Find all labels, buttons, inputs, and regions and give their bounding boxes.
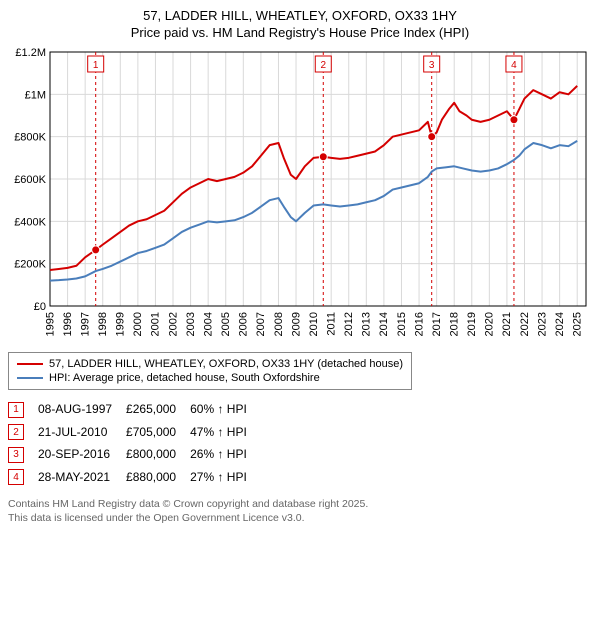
- chart-legend: 57, LADDER HILL, WHEATLEY, OXFORD, OX33 …: [8, 352, 412, 390]
- svg-text:2001: 2001: [150, 312, 162, 336]
- svg-text:2004: 2004: [202, 312, 214, 336]
- svg-text:2018: 2018: [448, 312, 460, 336]
- svg-text:2019: 2019: [466, 312, 478, 336]
- svg-text:2017: 2017: [431, 312, 443, 336]
- license-footer: Contains HM Land Registry data © Crown c…: [8, 498, 592, 525]
- svg-text:£800K: £800K: [14, 132, 46, 144]
- svg-text:2009: 2009: [290, 312, 302, 336]
- svg-text:£400K: £400K: [14, 216, 46, 228]
- sale-date: 08-AUG-1997: [38, 398, 126, 421]
- sale-date: 20-SEP-2016: [38, 443, 126, 466]
- table-row: 1 08-AUG-1997£265,00060% ↑ HPI: [8, 398, 261, 421]
- sale-marker: 4: [8, 469, 24, 485]
- svg-text:2016: 2016: [413, 312, 425, 336]
- sale-delta: 47% ↑ HPI: [190, 421, 261, 444]
- svg-text:2021: 2021: [501, 312, 513, 336]
- table-row: 4 28-MAY-2021£880,00027% ↑ HPI: [8, 466, 261, 489]
- legend-label: HPI: Average price, detached house, Sout…: [49, 372, 320, 384]
- sale-delta: 27% ↑ HPI: [190, 466, 261, 489]
- svg-text:2006: 2006: [238, 312, 250, 336]
- svg-text:£1.2M: £1.2M: [15, 47, 46, 59]
- sale-date: 28-MAY-2021: [38, 466, 126, 489]
- svg-text:1998: 1998: [97, 312, 109, 336]
- price-chart: £0 £200K £400K £600K £800K £1M £1.2M 1995 1996 19…: [8, 46, 592, 346]
- title-subtitle: Price paid vs. HM Land Registry's House …: [8, 25, 592, 40]
- svg-text:2007: 2007: [255, 312, 267, 336]
- table-row: 2 21-JUL-2010£705,00047% ↑ HPI: [8, 421, 261, 444]
- footer-line-2: This data is licensed under the Open Gov…: [8, 512, 592, 526]
- svg-text:2012: 2012: [343, 312, 355, 336]
- svg-text:2023: 2023: [536, 312, 548, 336]
- sale-delta: 60% ↑ HPI: [190, 398, 261, 421]
- svg-text:1996: 1996: [62, 312, 74, 336]
- sale-price: £705,000: [126, 421, 190, 444]
- title-address: 57, LADDER HILL, WHEATLEY, OXFORD, OX33 …: [8, 8, 592, 23]
- svg-text:£200K: £200K: [14, 259, 46, 271]
- svg-text:2: 2: [320, 60, 326, 71]
- svg-text:£0: £0: [34, 301, 46, 313]
- table-row: 3 20-SEP-2016£800,00026% ↑ HPI: [8, 443, 261, 466]
- svg-text:2011: 2011: [325, 312, 337, 336]
- svg-text:£1M: £1M: [25, 89, 46, 101]
- svg-text:£600K: £600K: [14, 174, 46, 186]
- legend-swatch: [17, 377, 43, 379]
- sale-marker: 1: [8, 402, 24, 418]
- legend-swatch: [17, 363, 43, 365]
- svg-text:2022: 2022: [519, 312, 531, 336]
- sale-price: £265,000: [126, 398, 190, 421]
- svg-text:3: 3: [429, 60, 435, 71]
- sale-price: £800,000: [126, 443, 190, 466]
- svg-text:2015: 2015: [396, 312, 408, 336]
- legend-item: 57, LADDER HILL, WHEATLEY, OXFORD, OX33 …: [17, 357, 403, 371]
- sale-marker: 3: [8, 447, 24, 463]
- chart-area: £0 £200K £400K £600K £800K £1M £1.2M 1995 1996 19…: [8, 46, 592, 346]
- svg-text:4: 4: [511, 60, 517, 71]
- sale-delta: 26% ↑ HPI: [190, 443, 261, 466]
- chart-title: 57, LADDER HILL, WHEATLEY, OXFORD, OX33 …: [8, 8, 592, 40]
- svg-text:2005: 2005: [220, 312, 232, 336]
- svg-text:1997: 1997: [79, 312, 91, 336]
- legend-item: HPI: Average price, detached house, Sout…: [17, 371, 403, 385]
- svg-text:1999: 1999: [115, 312, 127, 336]
- svg-text:2020: 2020: [484, 312, 496, 336]
- svg-text:2013: 2013: [361, 312, 373, 336]
- svg-text:1: 1: [93, 60, 99, 71]
- sale-date: 21-JUL-2010: [38, 421, 126, 444]
- svg-text:2010: 2010: [308, 312, 320, 336]
- sales-table: 1 08-AUG-1997£265,00060% ↑ HPI 2 21-JUL-201…: [8, 398, 261, 488]
- svg-text:2000: 2000: [132, 312, 144, 336]
- svg-text:1995: 1995: [44, 312, 56, 336]
- svg-text:2024: 2024: [554, 312, 566, 336]
- svg-text:2014: 2014: [378, 312, 390, 336]
- legend-label: 57, LADDER HILL, WHEATLEY, OXFORD, OX33 …: [49, 358, 403, 370]
- svg-text:2025: 2025: [572, 312, 584, 336]
- sale-marker: 2: [8, 424, 24, 440]
- svg-text:2003: 2003: [185, 312, 197, 336]
- svg-text:2002: 2002: [167, 312, 179, 336]
- svg-text:2008: 2008: [273, 312, 285, 336]
- footer-line-1: Contains HM Land Registry data © Crown c…: [8, 498, 592, 512]
- sale-price: £880,000: [126, 466, 190, 489]
